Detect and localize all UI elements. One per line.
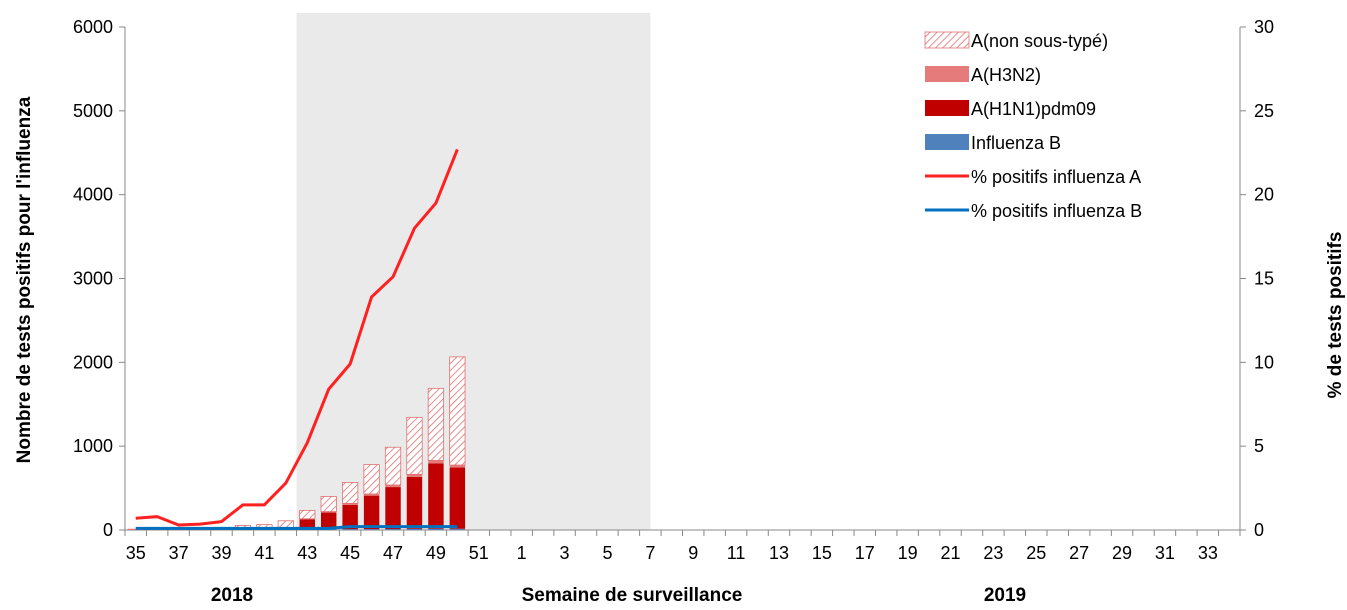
y2-tick-label: 25 [1254, 101, 1274, 121]
series-line [135, 525, 458, 530]
y2-tick-label: 5 [1254, 436, 1264, 456]
bar-segment [427, 387, 445, 461]
x-tick-label: 37 [169, 543, 189, 563]
x-tick-label: 21 [941, 543, 961, 563]
bar-segment [406, 528, 423, 530]
bar-segment [406, 476, 423, 529]
bars [127, 356, 466, 531]
bar-segment [449, 356, 466, 466]
x-tick-label: 47 [383, 543, 403, 563]
x-tick-label: 7 [645, 543, 655, 563]
y2-tick-label: 10 [1254, 352, 1274, 372]
x-tick-label: 33 [1198, 543, 1218, 563]
legend-label: % positifs influenza B [971, 201, 1142, 221]
series-line [135, 148, 459, 527]
x-tick-label: 43 [297, 543, 317, 563]
x-axis-title: Semaine de surveillance [522, 585, 743, 606]
bar-segment [342, 481, 359, 504]
year-label-2018: 2018 [211, 585, 253, 606]
legend-swatch [924, 31, 970, 49]
legend-label: A(H3N2) [971, 65, 1041, 85]
y2-tick-label: 20 [1254, 185, 1274, 205]
y-tick-label: 2000 [73, 352, 113, 372]
y-tick-label: 3000 [73, 269, 113, 289]
legend-label: A(H1N1)pdm09 [971, 99, 1096, 119]
x-tick-label: 29 [1112, 543, 1132, 563]
bar-segment [363, 464, 380, 495]
x-tick-label: 45 [340, 543, 360, 563]
y-tick-label: 4000 [73, 185, 113, 205]
shaded-period-rect [296, 13, 651, 530]
y-axis-title: Nombre de tests positifs pour l'influenz… [14, 96, 35, 463]
x-tick-label: 19 [898, 543, 918, 563]
bar-segment [363, 495, 380, 530]
x-tick-label: 15 [812, 543, 832, 563]
x-tick-label: 5 [602, 543, 612, 563]
legend-label: Influenza B [971, 133, 1061, 153]
legend-label: A(non sous-typé) [971, 31, 1108, 51]
y2-tick-label: 0 [1254, 520, 1264, 540]
bar-segment [385, 487, 401, 529]
bar-segment [384, 446, 402, 486]
bar-segment [342, 504, 358, 530]
bar-segment [299, 519, 315, 530]
bar-segment [406, 474, 423, 477]
x-tick-label: 13 [769, 543, 789, 563]
x-tick-label: 25 [1026, 543, 1046, 563]
x-tick-label: 39 [211, 543, 231, 563]
x-tick-label: 27 [1069, 543, 1089, 563]
bar-segment [320, 512, 337, 530]
y-tick-label: 0 [103, 520, 113, 540]
x-tick-label: 11 [727, 543, 746, 563]
legend-swatch [925, 66, 969, 82]
y-tick-label: 5000 [73, 101, 113, 121]
bar-segment [428, 528, 444, 530]
bar-segment [385, 484, 401, 488]
bar-segment [406, 416, 423, 475]
surveillance-period-shade [296, 13, 651, 530]
x-tick-label: 9 [688, 543, 698, 563]
x-tick-label: 23 [983, 543, 1003, 563]
y-tick-label: 1000 [73, 436, 113, 456]
y2-axis-title: % de tests positifs [1325, 232, 1346, 399]
bar-segment [449, 465, 466, 468]
x-tick-label: 51 [469, 543, 489, 563]
x-tick-label: 35 [126, 543, 146, 563]
bar-segment [342, 503, 358, 505]
legend-swatch [925, 134, 969, 150]
bar-segment [428, 460, 444, 464]
bar-segment [320, 496, 337, 512]
legend-label: % positifs influenza A [971, 167, 1141, 187]
legend-swatch [925, 100, 969, 116]
y2-tick-label: 15 [1254, 269, 1274, 289]
y-tick-label: 6000 [73, 17, 113, 37]
bar-segment [428, 463, 444, 529]
x-tick-label: 31 [1155, 543, 1175, 563]
year-label-2019: 2019 [984, 585, 1026, 606]
x-tick-label: 1 [517, 543, 527, 563]
bar-segment [449, 528, 466, 530]
bar-segment [299, 509, 316, 520]
x-tick-label: 41 [254, 543, 274, 563]
lines [135, 148, 459, 530]
x-tick-label: 49 [426, 543, 446, 563]
y2-tick-label: 30 [1254, 17, 1274, 37]
bar-segment [449, 467, 466, 529]
bar-segment [363, 529, 380, 530]
bar-segment [277, 520, 294, 528]
bar-segment [342, 529, 358, 530]
x-tick-label: 17 [855, 543, 875, 563]
legend: A(non sous-typé) A(H3N2) A(H1N1)pdm09 Influ… [924, 31, 1142, 221]
x-tick-label: 3 [560, 543, 570, 563]
bar-segment [363, 493, 380, 496]
bar-segment [320, 511, 337, 513]
bar-segment [385, 528, 401, 530]
